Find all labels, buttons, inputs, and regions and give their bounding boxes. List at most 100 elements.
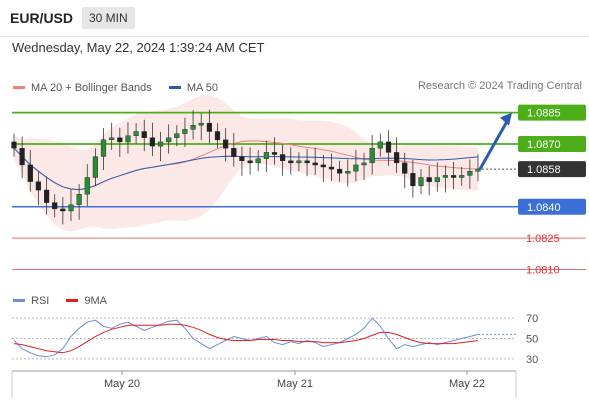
candle-down	[35, 181, 42, 191]
chart-header: EUR/USD 30 MIN	[0, 0, 589, 37]
candle-down	[402, 162, 408, 174]
legend-9ma: 9MA	[66, 295, 107, 307]
candle-up	[459, 175, 465, 178]
candle-down	[239, 156, 245, 162]
research-credit: Research © 2024 Trading Central	[417, 80, 582, 92]
legend-ma20: MA 20 + Bollinger Bands	[13, 82, 152, 94]
candle-up	[92, 156, 99, 178]
rsi-legend: RSI 9MA	[13, 293, 121, 307]
x-tick-label: May 21	[277, 378, 313, 390]
candle-up	[475, 168, 481, 172]
chart-datetime: Wednesday, May 22, 2024 1:39:24 AM CET	[12, 40, 265, 55]
candle-down	[312, 162, 318, 166]
candle-up	[84, 177, 90, 195]
level-tag-1-0840	[518, 198, 586, 215]
rsi-line	[13, 317, 479, 358]
legend-ma50-swatch	[168, 86, 181, 89]
candle-down	[451, 175, 457, 178]
timeframe-badge[interactable]: 30 MIN	[82, 7, 135, 29]
legend-ma50-label: MA 50	[186, 81, 219, 94]
legend-ma20-label: MA 20 + Bollinger Bands	[31, 81, 152, 94]
level-label-1-0810: 1.0810	[526, 265, 560, 277]
projection-arrow-shaft	[478, 118, 510, 170]
candle-up	[467, 170, 473, 176]
candle-down	[19, 147, 25, 166]
candle-up	[353, 164, 359, 172]
candle-up	[68, 204, 74, 212]
candle-down	[410, 173, 416, 187]
candle-up	[182, 129, 188, 134]
candle-up	[198, 122, 204, 126]
candle-down	[320, 164, 326, 168]
candle-up	[190, 124, 196, 130]
candle-down	[280, 154, 286, 162]
legend-rsi-label: RSI	[31, 294, 50, 307]
symbol-label: EUR/USD	[10, 10, 74, 26]
candle-up	[133, 131, 139, 136]
x-tick-label: May 20	[104, 378, 140, 390]
candle-down	[288, 160, 294, 164]
legend-9ma-swatch	[66, 299, 79, 302]
candle-up	[174, 133, 180, 139]
level-label-1-0885: 1.0885	[527, 108, 561, 120]
price-legend: MA 20 + Bollinger Bands MA 50	[13, 80, 232, 94]
candle-up	[377, 141, 383, 149]
candle-up	[361, 162, 367, 166]
candle-down	[337, 168, 343, 174]
candle-up	[109, 137, 115, 140]
rsi-tick-70: 70	[526, 313, 538, 325]
rsi-9ma-line	[13, 323, 479, 354]
level-label-1-0870: 1.0870	[527, 139, 561, 151]
candle-up	[296, 160, 302, 164]
legend-ma20-swatch	[13, 86, 25, 89]
projection-arrow-head	[500, 112, 512, 126]
candle-down	[394, 152, 400, 164]
level-label-1-0825: 1.0825	[526, 233, 560, 245]
level-label-1-0840: 1.0840	[527, 202, 561, 214]
candle-down	[149, 137, 156, 147]
rsi-tick-30: 30	[526, 354, 538, 366]
candle-down	[247, 160, 253, 164]
legend-9ma-label: 9MA	[84, 294, 108, 307]
last-price-tag	[518, 161, 586, 178]
legend-rsi: RSI	[13, 295, 49, 307]
chart-canvas[interactable]: 1.0885 1.0870 1.0858 1.0840 1.0825 1.0810 70 50…	[0, 70, 589, 401]
candle-down	[426, 177, 432, 182]
candle-down	[222, 139, 229, 149]
candle-down	[304, 160, 310, 164]
x-tick-label: May 22	[449, 378, 485, 390]
candle-down	[52, 202, 58, 210]
legend-rsi-swatch	[13, 299, 25, 302]
candle-up	[157, 141, 164, 147]
last-price-label: 1.0858	[527, 164, 561, 176]
candle-down	[141, 131, 147, 139]
candle-down	[27, 164, 33, 182]
candle-down	[206, 122, 213, 132]
candle-down	[271, 152, 278, 155]
candle-up	[369, 147, 375, 163]
candle-up	[125, 135, 131, 143]
candle-down	[385, 141, 392, 153]
rsi-tick-50: 50	[526, 334, 538, 346]
candle-down	[60, 208, 66, 212]
ma50-line	[13, 147, 479, 191]
level-tag-1-0885	[518, 104, 586, 121]
candle-down	[214, 131, 221, 141]
candle-up	[166, 137, 172, 143]
candle-up	[345, 170, 351, 174]
candle-up	[418, 177, 424, 187]
candle-up	[76, 193, 82, 205]
candle-down	[328, 166, 335, 170]
candle-up	[263, 152, 270, 159]
candle-up	[434, 177, 440, 182]
legend-ma50: MA 50	[168, 81, 219, 94]
candle-down	[44, 189, 50, 203]
candle-up	[255, 158, 261, 164]
candle-down	[117, 137, 123, 143]
candle-down	[11, 141, 17, 149]
candle-up	[100, 139, 107, 157]
bollinger-bands	[14, 94, 478, 232]
level-tag-1-0870	[518, 136, 586, 153]
candle-down	[231, 147, 237, 157]
candle-up	[442, 175, 449, 178]
